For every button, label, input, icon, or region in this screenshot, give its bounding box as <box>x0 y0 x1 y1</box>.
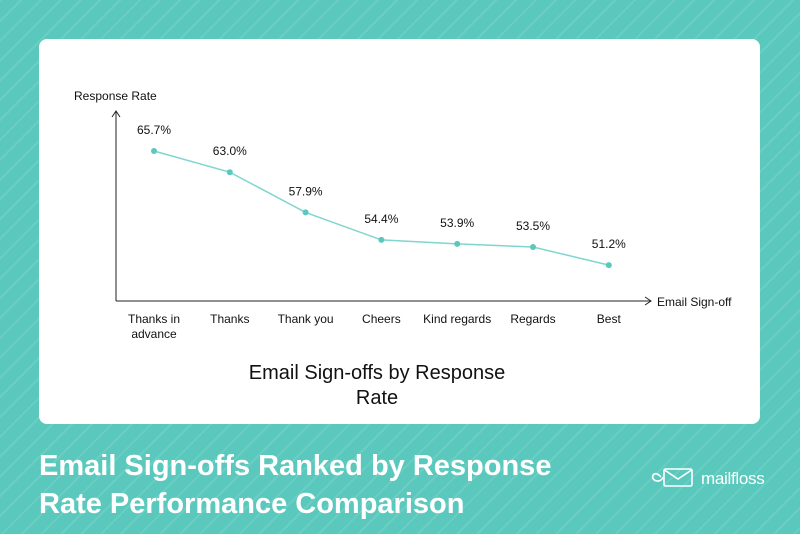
chart-title: Email Sign-offs by Response Rate <box>248 362 506 409</box>
data-label: 53.5% <box>516 219 550 233</box>
x-tick-label: Best <box>597 312 622 326</box>
x-tick-label: Regards <box>510 312 555 326</box>
data-label: 53.9% <box>440 216 474 230</box>
data-point <box>454 240 461 247</box>
x-tick-label-line: Kind regards <box>423 312 491 326</box>
x-tick-label-line: Thanks in <box>128 312 180 326</box>
data-point <box>151 148 157 154</box>
data-point <box>302 209 309 216</box>
x-tick-label-line: Best <box>597 312 622 326</box>
data-point <box>605 262 612 269</box>
x-tick-label: Kind regards <box>423 312 491 326</box>
data-label: 54.4% <box>364 212 398 226</box>
chart-card: Response Rate Email Sign-off 65.7% Thanks i… <box>39 39 760 424</box>
x-tick-label: Thanks in advance <box>128 312 180 341</box>
x-tick-label: Thank you <box>278 312 334 326</box>
data-point <box>378 236 385 243</box>
data-point <box>226 169 233 176</box>
x-axis-label: Email Sign-off <box>657 295 732 309</box>
brand-logo: mailfloss <box>649 464 765 495</box>
x-tick-label: Thanks <box>210 312 249 326</box>
line-chart: Response Rate Email Sign-off 65.7% Thanks i… <box>74 89 732 341</box>
headline-line-2: Rate Performance Comparison <box>39 488 465 520</box>
data-label: 57.9% <box>289 184 323 198</box>
x-tick-label-line: Cheers <box>362 312 401 326</box>
y-axis-label: Response Rate <box>74 89 157 103</box>
page-headline: Email Sign-offs Ranked by Response Rate … <box>39 447 599 523</box>
data-label: 63.0% <box>213 144 247 158</box>
data-label: 51.2% <box>592 237 626 251</box>
x-tick-label: Cheers <box>362 312 401 326</box>
y-axis-arrow-icon <box>111 110 121 118</box>
x-tick-label-line: Thank you <box>278 312 334 326</box>
envelope-logo-icon <box>649 464 695 495</box>
headline-line-1: Email Sign-offs Ranked by Response <box>39 450 552 482</box>
x-axis-arrow-icon <box>644 296 652 306</box>
data-label: 65.7% <box>137 123 171 137</box>
data-point <box>530 244 536 251</box>
x-tick-label-line: Thanks <box>210 312 249 326</box>
x-tick-label-line: Regards <box>510 312 555 326</box>
x-tick-label-line: advance <box>131 327 177 341</box>
brand-name: mailfloss <box>701 469 765 488</box>
series-line <box>153 150 609 266</box>
